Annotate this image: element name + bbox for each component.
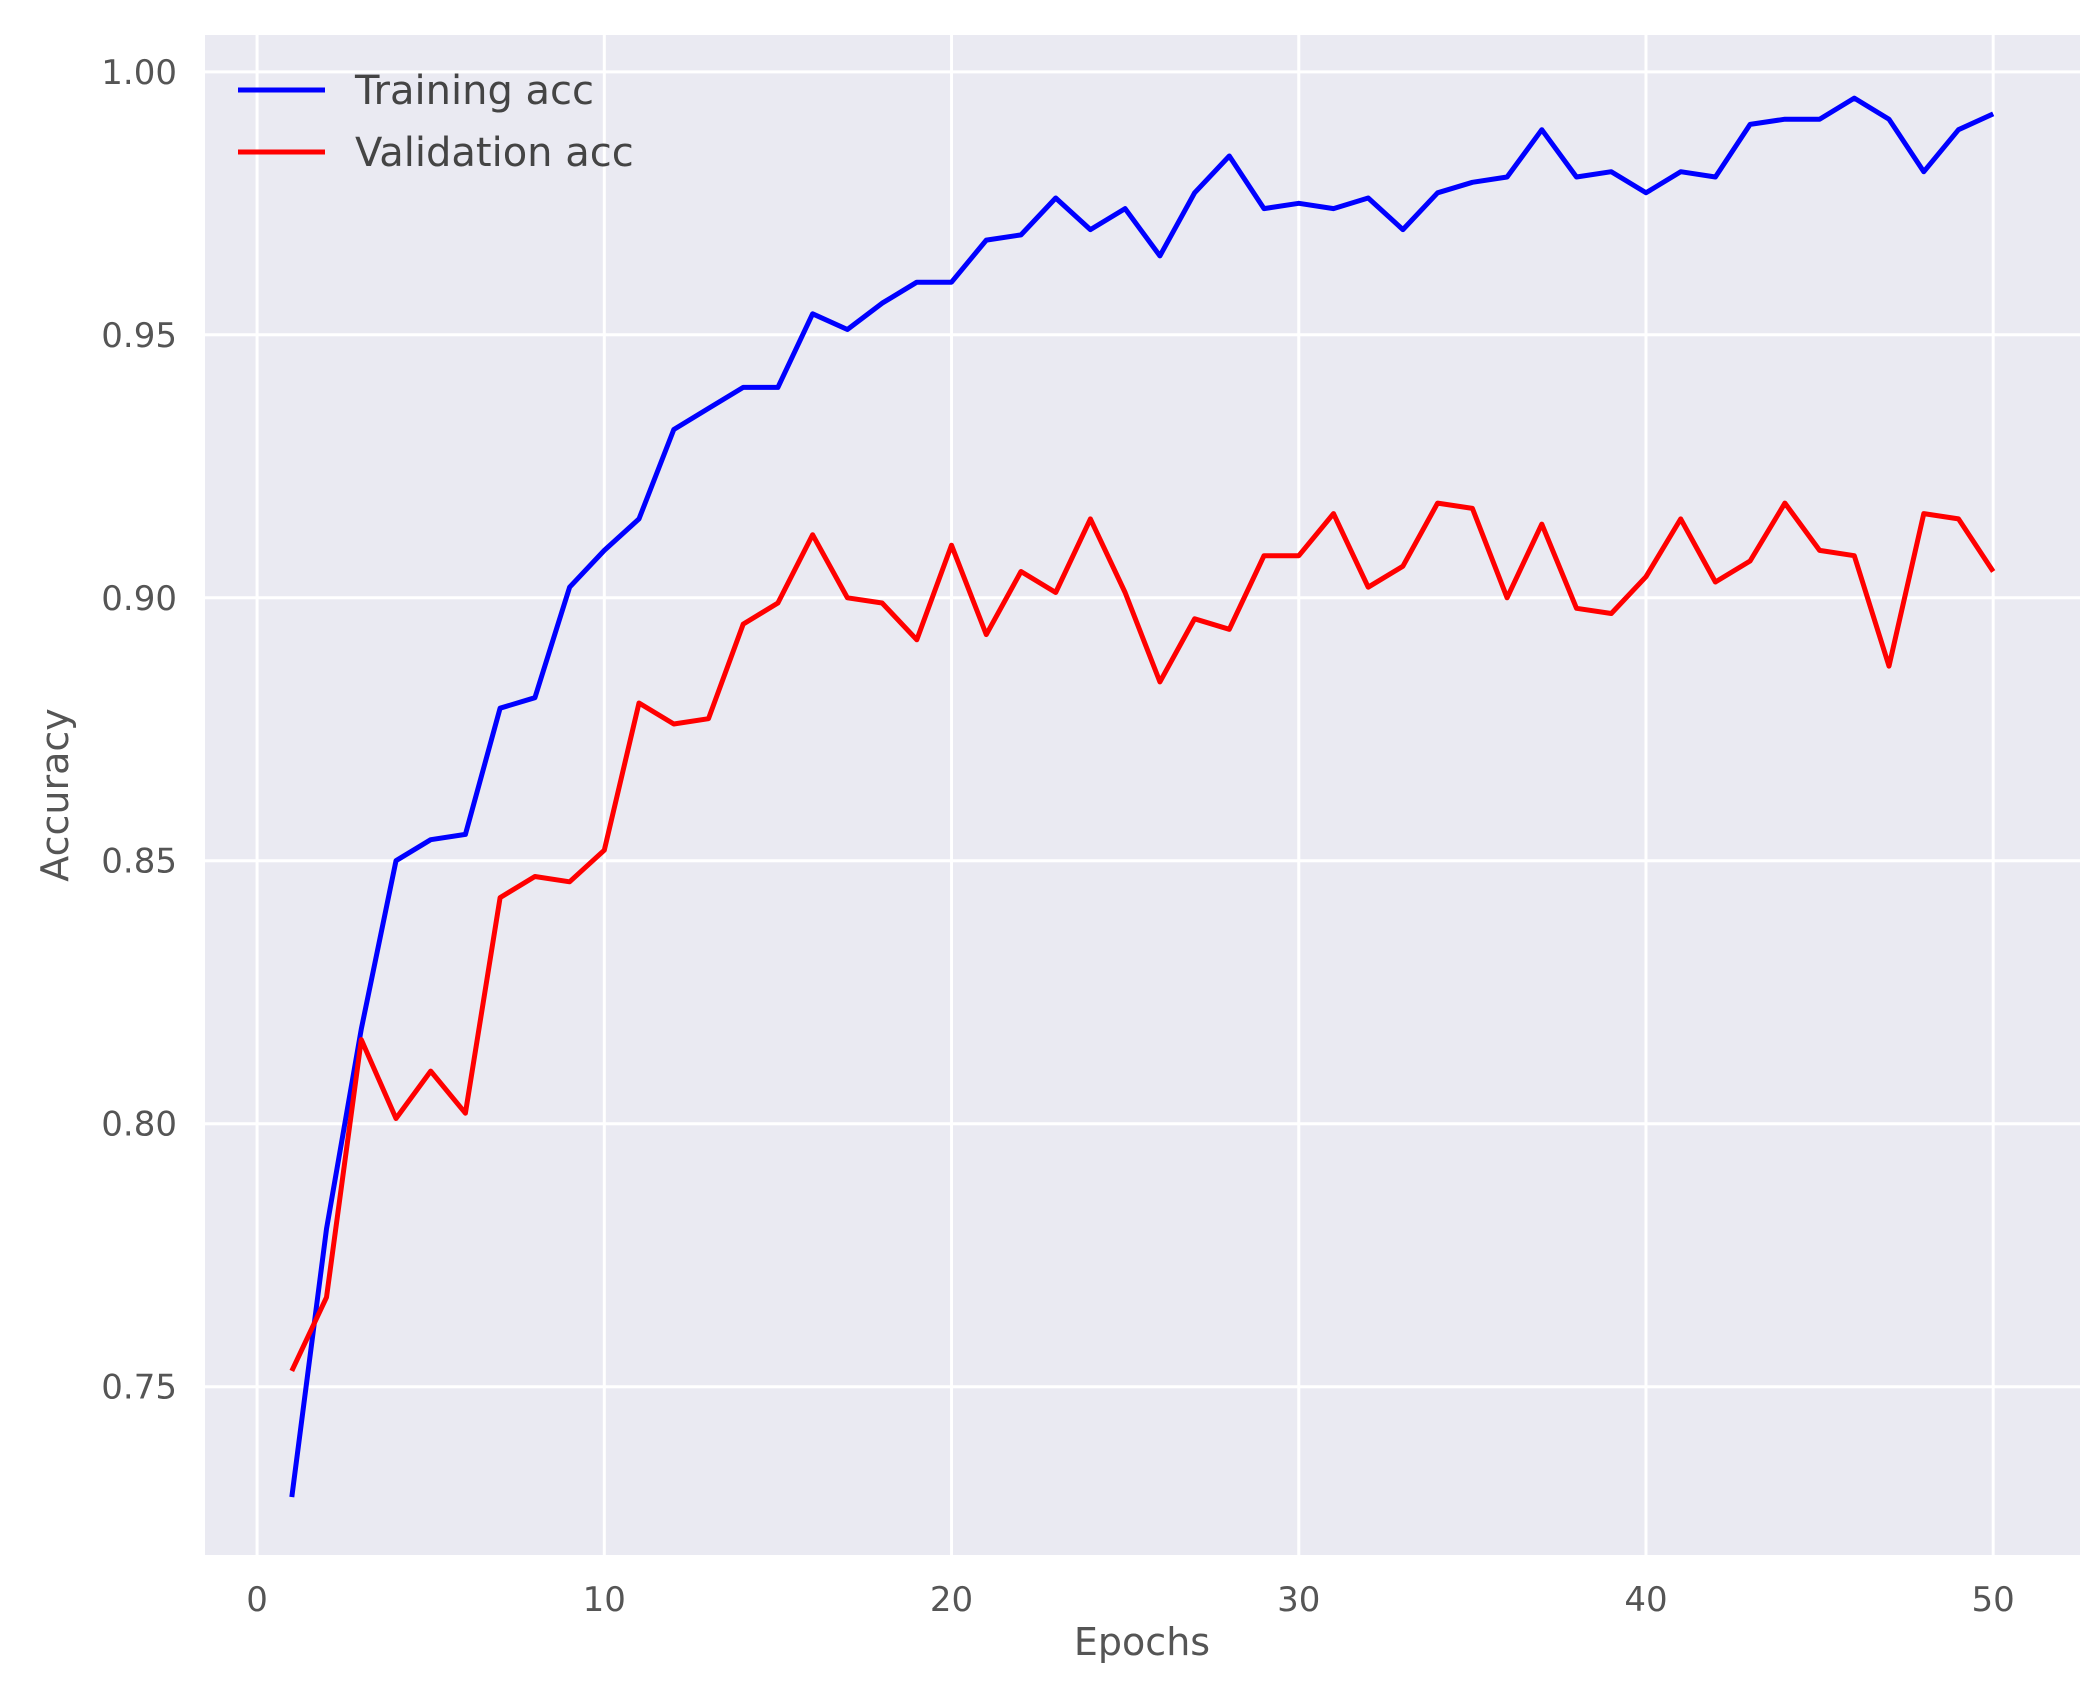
legend: Training acc Validation acc <box>238 68 634 176</box>
x-tick-label: 0 <box>246 1580 268 1620</box>
y-tick-label: 0.80 <box>101 1105 177 1145</box>
y-tick-label: 0.90 <box>101 579 177 619</box>
series-line-training <box>289 95 1995 1498</box>
y-tick-label: 1.00 <box>101 53 177 93</box>
x-tick-label: 20 <box>930 1580 973 1620</box>
y-tick-label: 0.95 <box>101 316 177 356</box>
series-lines <box>289 95 1996 1498</box>
y-tick-label: 0.85 <box>101 842 177 882</box>
x-axis-label: Epochs <box>1074 1620 1210 1664</box>
grid-lines <box>205 35 2080 1555</box>
series-line-validation <box>289 500 1996 1372</box>
plot-background <box>205 35 2080 1555</box>
x-tick-label: 40 <box>1624 1580 1667 1620</box>
y-axis-label: Accuracy <box>33 708 77 882</box>
tick-labels: 0 10 20 30 40 50 0.75 0.80 0.85 0.90 0.95 1.00 <box>101 53 2015 1620</box>
x-tick-label: 50 <box>1972 1580 2015 1620</box>
x-tick-label: 10 <box>583 1580 626 1620</box>
x-tick-label: 30 <box>1277 1580 1320 1620</box>
legend-label-training: Training acc <box>354 68 594 114</box>
legend-label-validation: Validation acc <box>355 130 634 176</box>
y-tick-label: 0.75 <box>101 1368 177 1408</box>
